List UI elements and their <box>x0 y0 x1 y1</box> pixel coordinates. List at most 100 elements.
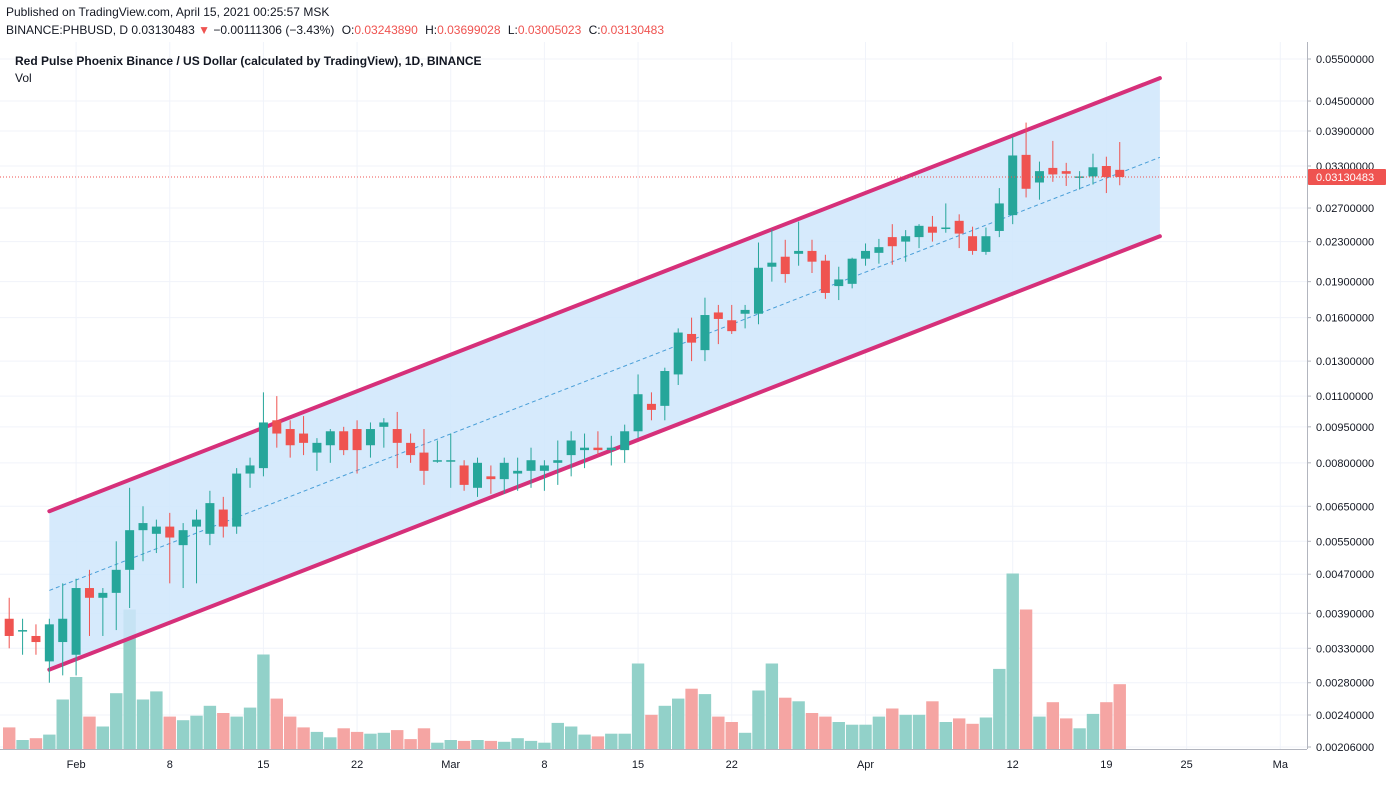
last-price-value: 0.03130483 <box>131 23 195 37</box>
volume-bar <box>792 701 805 749</box>
candle-body <box>820 260 830 293</box>
candle-body <box>740 309 750 314</box>
time-tick-label: 15 <box>257 759 269 771</box>
time-tick-label: 8 <box>541 759 547 771</box>
candle-body <box>713 312 723 319</box>
candle-body <box>593 447 603 451</box>
candle-body <box>151 526 161 534</box>
volume-bar <box>725 722 738 749</box>
volume-bar <box>163 716 176 749</box>
volume-bar <box>270 698 283 749</box>
volume-bar <box>150 691 163 749</box>
candle-body <box>31 635 41 643</box>
price-tick-label: 0.00800000 <box>1316 458 1374 470</box>
time-axis[interactable]: 5Feb81522Mar81522Apr121925Ma <box>0 749 1307 772</box>
candle-body <box>473 462 482 488</box>
price-tick-label: 0.01300000 <box>1316 356 1374 368</box>
symbol-label: BINANCE:PHBUSD, D <box>6 23 129 37</box>
volume-bar <box>966 723 979 749</box>
candle-body <box>673 332 683 375</box>
candle-body <box>861 250 871 259</box>
volume-bar <box>110 693 123 749</box>
open-label: O: <box>341 23 355 37</box>
price-tick-label: 0.00390000 <box>1316 608 1374 620</box>
price-chart[interactable]: 0.055000000.045000000.039000000.03300000… <box>0 42 1396 785</box>
candle-body <box>687 333 697 343</box>
volume-bar <box>324 737 337 749</box>
candle-body <box>352 429 362 451</box>
candle-body <box>767 262 777 267</box>
candle-body <box>138 523 148 531</box>
time-tick-label: 15 <box>632 759 644 771</box>
candle-body <box>994 203 1004 231</box>
candle-body <box>58 618 68 643</box>
volume-bar <box>765 663 779 749</box>
ohlc-legend: BINANCE:PHBUSD, D 0.03130483 ▼ −0.001113… <box>6 23 664 37</box>
volume-bar <box>631 663 645 749</box>
candle-body <box>887 237 897 247</box>
volume-bar <box>1006 573 1019 749</box>
candle-body <box>285 429 295 446</box>
candle-body <box>406 442 416 456</box>
price-tick-label: 0.00206000 <box>1316 742 1374 754</box>
volume-bar <box>3 727 16 749</box>
candle-body <box>633 394 643 432</box>
candle-body <box>4 618 14 636</box>
candle-body <box>914 225 924 238</box>
time-tick-label: Feb <box>67 759 86 771</box>
price-tick-label: 0.05500000 <box>1316 54 1374 66</box>
time-tick-label: 19 <box>1100 759 1112 771</box>
volume-bar <box>926 701 939 749</box>
volume-bar <box>538 742 551 749</box>
candle-body <box>499 462 509 480</box>
open-value: 0.03243890 <box>354 23 418 37</box>
price-tick-label: 0.00950000 <box>1316 422 1374 434</box>
candle-body <box>954 220 964 234</box>
channel-lower-line <box>47 234 1162 672</box>
candle-body <box>165 526 175 538</box>
volume-bar <box>203 705 217 749</box>
candle-body <box>727 320 737 332</box>
candle-body <box>1075 176 1085 178</box>
candle-body <box>84 588 94 598</box>
candle-body <box>44 624 54 662</box>
candle-body <box>794 250 804 254</box>
candle-body <box>486 476 496 480</box>
close-value: 0.03130483 <box>600 23 665 37</box>
channel-upper-line <box>47 76 1162 514</box>
volume-bar <box>190 715 203 749</box>
candle-body <box>1061 171 1071 174</box>
volume-bar <box>136 699 150 749</box>
candle-body <box>901 236 911 242</box>
candle-body <box>620 431 630 451</box>
high-label: H: <box>425 23 438 37</box>
candle-body <box>459 465 469 485</box>
candle-body <box>874 247 884 253</box>
volume-bar <box>899 714 912 749</box>
volume-bar <box>645 714 658 749</box>
close-label: C: <box>588 23 601 37</box>
low-label: L: <box>507 23 518 37</box>
volume-bar <box>283 716 297 749</box>
time-tick-label: 25 <box>1181 759 1193 771</box>
candle-body <box>98 592 108 598</box>
volume-bar <box>69 677 83 749</box>
volume-bar <box>658 705 672 749</box>
candle-body <box>606 447 616 451</box>
price-axis[interactable]: 0.055000000.045000000.039000000.03300000… <box>1307 42 1396 785</box>
price-tick-label: 0.00550000 <box>1316 536 1374 548</box>
volume-bar <box>1113 684 1126 749</box>
channel-mid-line <box>49 156 1161 591</box>
volume-bar <box>1086 713 1100 749</box>
time-tick-label: Apr <box>857 759 874 771</box>
price-tick-label: 0.01900000 <box>1316 277 1374 289</box>
volume-bar <box>779 697 792 749</box>
time-tick-label: Ma <box>1273 759 1289 771</box>
candle-body <box>299 433 309 443</box>
candle-body <box>700 315 710 351</box>
volume-bar <box>243 707 257 749</box>
parallel-channel[interactable] <box>47 76 1162 672</box>
volume-bar <box>96 726 110 749</box>
volume-bar <box>551 722 564 749</box>
time-tick-label: 22 <box>351 759 363 771</box>
